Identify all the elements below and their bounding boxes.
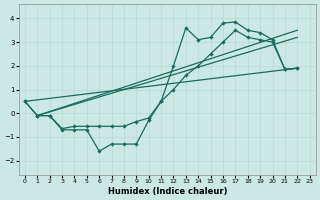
X-axis label: Humidex (Indice chaleur): Humidex (Indice chaleur) xyxy=(108,187,227,196)
